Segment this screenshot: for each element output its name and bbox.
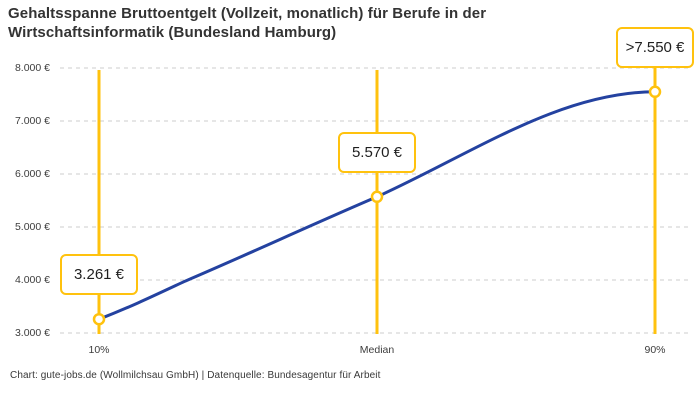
y-axis-tick-label: 6.000 € (14, 168, 50, 180)
y-axis-tick-label: 4.000 € (14, 274, 50, 286)
y-axis-tick-label: 3.000 € (14, 327, 50, 339)
value-callout: 5.570 € (338, 131, 416, 173)
value-callout-text: 3.261 € (73, 266, 125, 284)
data-point-marker (648, 85, 662, 99)
value-callout-text: 5.570 € (351, 143, 403, 161)
x-axis-tick-label: Median (359, 344, 395, 356)
data-point-marker (370, 190, 384, 204)
chart-credit: Chart: gute-jobs.de (Wollmilchsau GmbH) … (10, 370, 381, 381)
chart-title: Gehaltsspanne Bruttoentgelt (Vollzeit, m… (8, 5, 487, 41)
salary-curve (97, 90, 657, 321)
y-axis-tick-label: 7.000 € (14, 115, 50, 127)
y-axis-tick-label: 8.000 € (14, 62, 50, 74)
y-axis-tick-label: 5.000 € (14, 221, 50, 233)
x-axis-tick-label: 10% (88, 344, 110, 356)
value-callout: 3.261 € (60, 254, 138, 296)
value-callout: >7.550 € (616, 26, 694, 68)
value-callout-text: >7.550 € (625, 38, 685, 56)
x-axis-tick-label: 90% (644, 344, 666, 356)
data-point-marker (92, 312, 106, 326)
